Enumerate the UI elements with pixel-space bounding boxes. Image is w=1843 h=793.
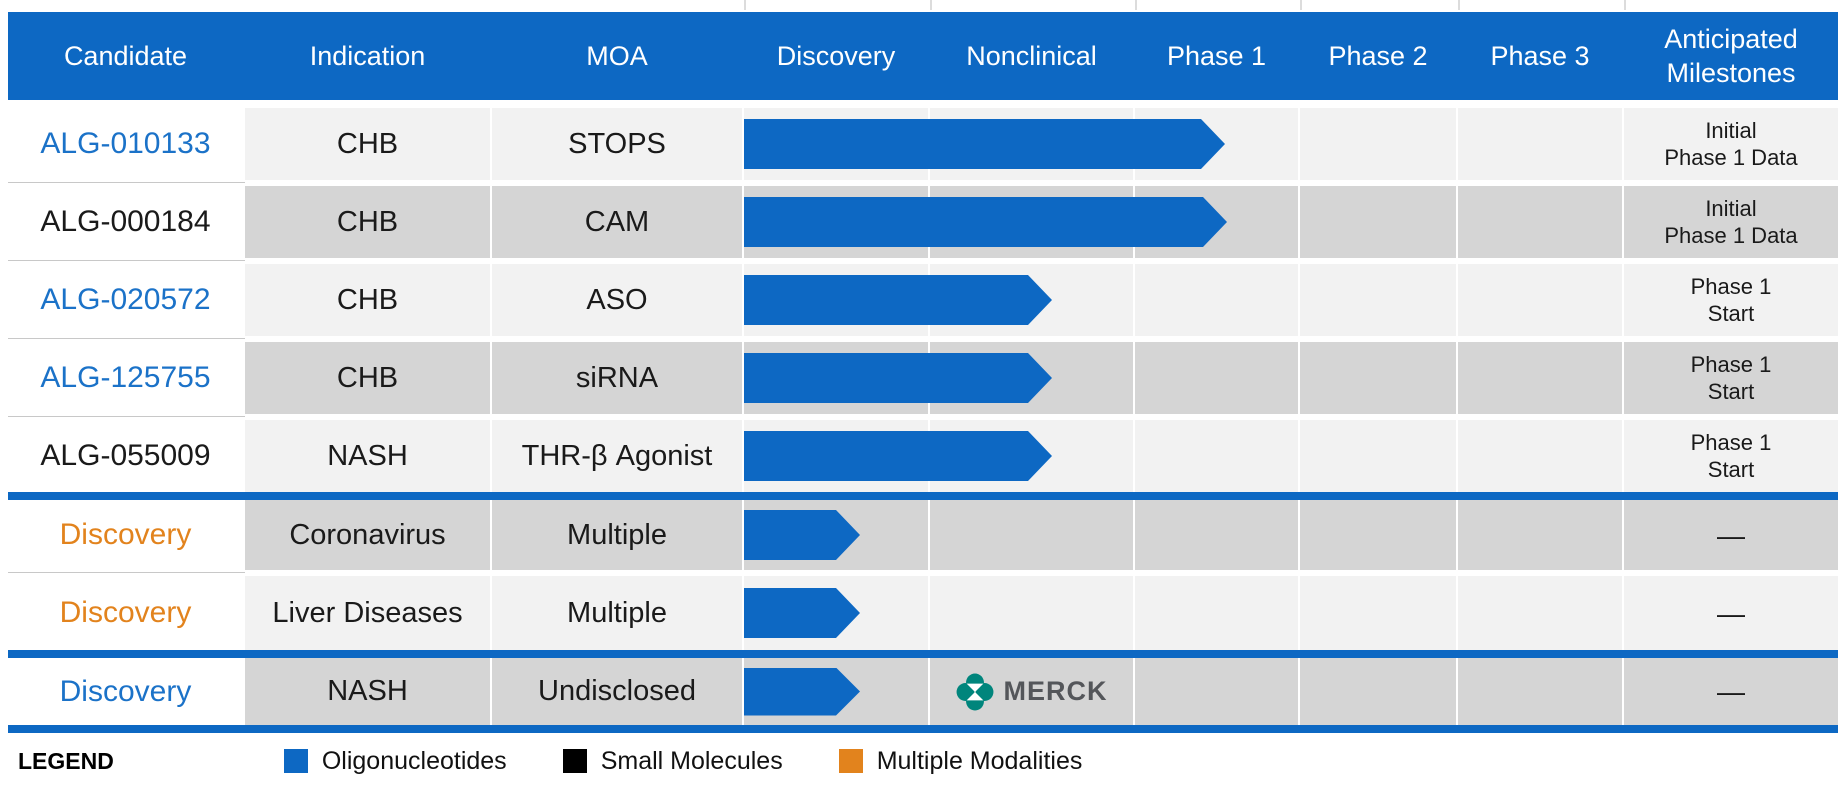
section-divider [8,725,1838,733]
header-discovery: Discovery [776,40,896,71]
milestone-cell: Phase 1 Start [1624,420,1838,492]
progress-arrow [744,275,1052,325]
header-phase3: Phase 3 [1490,40,1590,71]
header-candidate: Candidate [63,40,188,71]
candidate-link[interactable]: Discovery [8,658,243,725]
candidate-link[interactable]: ALG-010133 [8,108,243,180]
table-row: Discovery Coronavirus Multiple — [8,500,1838,570]
indication-cell: CHB [245,342,490,414]
indication-cell: CHB [245,264,490,336]
indication-cell: NASH [245,658,490,725]
candidate-link[interactable]: ALG-020572 [8,264,243,336]
column-tick [1135,0,1137,10]
table-header: Candidate Indication MOA Discovery Noncl… [8,12,1838,100]
moa-cell: CAM [492,186,742,258]
moa-cell: Undisclosed [492,658,742,725]
table-row: ALG-010133 CHB STOPS Initial Phase 1 Dat… [8,108,1838,180]
row-divider [8,260,245,261]
milestone-cell: — [1624,576,1838,650]
table-row: Discovery Liver Diseases Multiple — [8,576,1838,650]
table-row: ALG-000184 CHB CAM Initial Phase 1 Data [8,186,1838,258]
progress-arrow [744,119,1225,169]
small-molecules-swatch [562,749,587,773]
header-nonclinical: Nonclinical [966,40,1097,71]
header-phase1: Phase 1 [1166,40,1267,71]
merck-wordmark: MERCK [1003,676,1108,706]
candidate-label: ALG-000184 [8,186,243,258]
moa-cell: Multiple [492,500,742,570]
milestone-cell: Phase 1 Start [1624,342,1838,414]
milestone-cell: — [1624,658,1838,725]
table-row: ALG-055009 NASH THR-β Agonist Phase 1 St… [8,420,1838,492]
milestone-cell: Initial Phase 1 Data [1624,108,1838,180]
progress-arrow [744,353,1052,403]
legend-label-small-molecules: Small Molecules [600,746,783,775]
row-divider [8,416,245,417]
candidate-label: Discovery [8,500,243,570]
header-moa: MOA [586,40,648,71]
merck-logo: MERCK [956,673,1108,711]
column-tick [744,0,746,10]
candidate-label: ALG-055009 [8,420,243,492]
moa-cell: THR-β Agonist [492,420,742,492]
header-phase2: Phase 2 [1328,40,1428,71]
moa-cell: siRNA [492,342,742,414]
moa-cell: STOPS [492,108,742,180]
table-row: ALG-020572 CHB ASO Phase 1 Start [8,264,1838,336]
progress-arrow [744,588,860,638]
partner-cell: MERCK [930,658,1133,725]
moa-cell: ASO [492,264,742,336]
legend-label-oligonucleotides: Oligonucleotides [321,746,507,775]
indication-cell: NASH [245,420,490,492]
milestone-cell: Initial Phase 1 Data [1624,186,1838,258]
column-tick [1624,0,1626,10]
indication-cell: CHB [245,186,490,258]
moa-cell: Multiple [492,576,742,650]
indication-cell: Liver Diseases [245,576,490,650]
progress-arrow [744,668,860,716]
progress-arrow [744,197,1227,247]
candidate-label: Discovery [8,576,243,650]
candidate-link[interactable]: ALG-125755 [8,342,243,414]
row-divider [8,572,245,573]
milestone-cell: — [1624,500,1838,570]
row-divider [8,182,245,183]
progress-arrow [744,510,860,560]
column-tick [930,0,932,10]
header-anticipated-milestones: Anticipated Milestones [1664,24,1798,88]
progress-arrow [744,431,1052,481]
merck-icon [956,673,993,710]
legend: LEGEND Oligonucleotides Small Molecules … [18,733,1828,789]
indication-cell: Coronavirus [245,500,490,570]
multiple-modalities-swatch [838,749,863,773]
legend-label-multiple-modalities: Multiple Modalities [876,746,1083,775]
indication-cell: CHB [245,108,490,180]
table-row: ALG-125755 CHB siRNA Phase 1 Start [8,342,1838,414]
row-divider [8,338,245,339]
legend-title: LEGEND [18,747,114,774]
milestone-cell: Phase 1 Start [1624,264,1838,336]
table-row: Discovery NASH Undisclosed MERCK — [8,658,1838,725]
oligonucleotides-swatch [283,749,308,773]
section-divider [8,492,1838,500]
column-tick [1300,0,1302,10]
section-divider [8,650,1838,658]
header-indication: Indication [309,40,426,71]
column-tick [1458,0,1460,10]
